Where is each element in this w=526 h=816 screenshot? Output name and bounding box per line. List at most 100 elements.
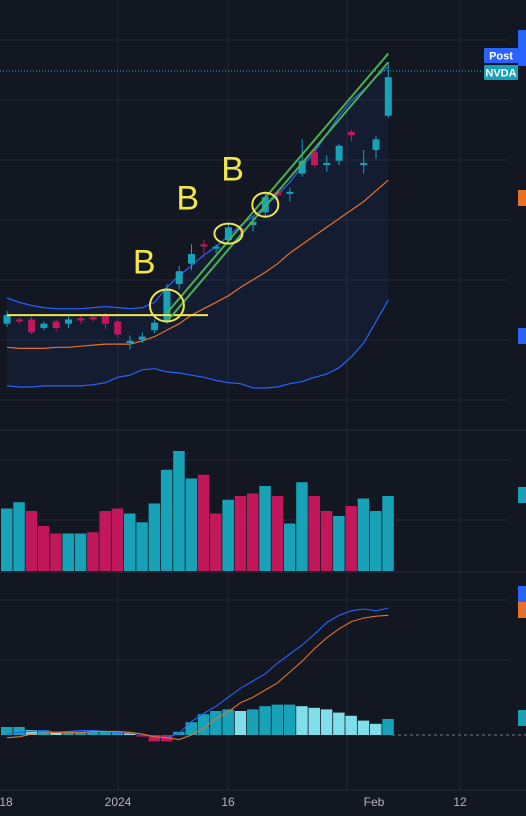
candle-body <box>65 319 72 324</box>
x-tick-label: 18 <box>0 795 13 809</box>
chart-annotations: BBB <box>7 52 390 323</box>
volume-bar <box>124 513 136 571</box>
candle-body <box>77 318 85 321</box>
volume-bar <box>283 523 296 571</box>
macd-histogram-bar <box>25 730 38 735</box>
buy-signal-label: B <box>221 151 244 189</box>
macd-histogram-bar <box>111 731 124 735</box>
volume-bar <box>99 511 111 571</box>
macd-histogram-bar <box>136 735 148 737</box>
macd-histogram-bar <box>37 730 50 735</box>
volume-series <box>1 451 394 571</box>
candle-body <box>40 323 48 328</box>
volume-bar <box>234 496 247 571</box>
buy-signal-label: B <box>176 180 199 218</box>
volume-bar <box>259 486 271 571</box>
volume-bar <box>111 508 124 571</box>
volume-bar <box>320 511 333 571</box>
volume-bar <box>345 506 357 571</box>
x-tick-label: 16 <box>221 795 235 809</box>
macd-histogram-bar <box>99 731 111 735</box>
macd-histogram-bar <box>148 735 161 742</box>
candle-body <box>311 152 318 166</box>
buy-signal-label: B <box>133 243 156 281</box>
x-tick-label: Feb <box>364 795 385 809</box>
volume-bar <box>382 496 394 571</box>
volume-bar <box>87 532 99 571</box>
ema-line <box>6 179 389 349</box>
candle-body <box>188 254 195 264</box>
macd-histogram-bar <box>345 715 357 735</box>
candle-body <box>15 319 23 322</box>
macd-histogram-bar <box>247 709 259 735</box>
volume-bar <box>185 478 197 571</box>
candle-body <box>335 145 343 161</box>
candle-body <box>360 162 368 166</box>
candle-body <box>323 162 331 166</box>
scale-marker <box>518 710 526 726</box>
buy-signal-circle <box>148 288 185 323</box>
volume-bar <box>50 533 62 571</box>
macd-histogram-bar <box>185 722 197 735</box>
candle-body <box>3 315 11 324</box>
candle-body <box>138 336 146 340</box>
signal-line <box>6 614 389 741</box>
x-tick-label: 2024 <box>105 795 132 809</box>
macd-histogram-bar <box>283 704 296 735</box>
candle-body <box>126 340 134 343</box>
candle-body <box>200 244 208 247</box>
candlestick-series <box>3 62 392 350</box>
candle-body <box>163 289 171 322</box>
candle-body <box>101 316 109 324</box>
volume-bar <box>222 499 234 571</box>
candle-body <box>347 131 355 136</box>
candle-body <box>89 317 97 320</box>
volume-bar <box>308 496 320 571</box>
candle-body <box>114 321 122 335</box>
candle-body <box>212 246 220 249</box>
macd-histogram-bar <box>357 720 370 735</box>
macd-histogram-bar <box>124 733 136 735</box>
volume-bar <box>197 474 210 571</box>
candle-body <box>261 197 269 213</box>
volume-bar <box>74 533 87 571</box>
volume-bar <box>148 503 161 571</box>
candle-body <box>151 322 159 331</box>
volume-bar <box>271 496 284 571</box>
macd-histogram-bar <box>62 731 74 735</box>
macd-histogram-bar <box>210 711 222 735</box>
volume-bar <box>136 522 148 571</box>
scale-marker <box>518 487 526 503</box>
lower-band-line <box>6 299 389 389</box>
macd-histogram-bar <box>308 707 320 735</box>
candle-body <box>224 227 232 241</box>
volume-bar <box>210 513 222 571</box>
volume-bar <box>62 533 74 571</box>
volume-bar <box>160 469 173 571</box>
macd-histogram-bar <box>50 731 62 735</box>
macd-histogram-bar <box>234 711 247 735</box>
candle-body <box>384 77 392 116</box>
candle-body <box>28 319 36 333</box>
volume-bar <box>333 516 345 571</box>
price-badge-label: Post <box>489 51 513 63</box>
time-axis: 18 2024 16 Feb 12 <box>0 795 467 809</box>
scale-marker <box>518 602 526 618</box>
candle-body <box>286 191 294 194</box>
price-scale-markers: Post NVDA <box>484 30 526 726</box>
macd-histogram-bar <box>296 706 308 735</box>
macd-histogram-bar <box>87 731 99 735</box>
volume-bar <box>247 493 259 571</box>
macd-histogram-bar <box>333 712 345 735</box>
trendline <box>166 61 390 323</box>
macd-panel <box>1 607 394 742</box>
price-badge <box>484 48 518 63</box>
buy-signal-circle <box>251 191 280 218</box>
volume-bar <box>296 482 308 571</box>
volume-bar <box>37 526 50 571</box>
volume-bar <box>25 511 38 571</box>
scale-marker <box>518 328 526 344</box>
